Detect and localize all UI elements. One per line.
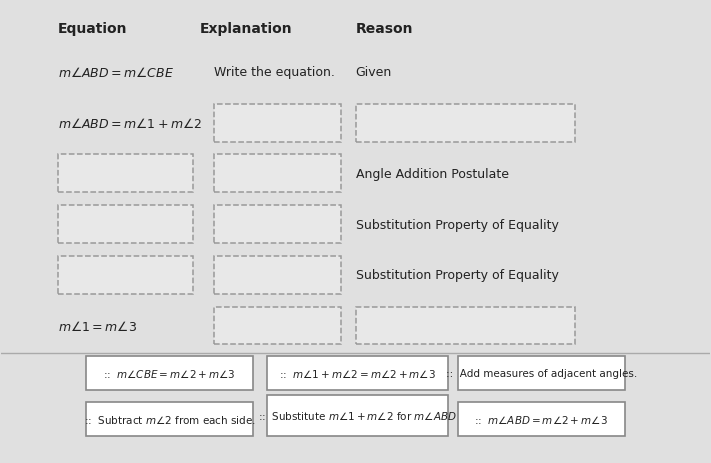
Text: Equation: Equation <box>58 22 127 36</box>
Bar <box>58 155 193 193</box>
Bar <box>267 395 447 436</box>
Text: ::  $m\angle CBE = m\angle 2 + m\angle 3$: :: $m\angle CBE = m\angle 2 + m\angle 3$ <box>103 367 236 379</box>
Text: ::  $m\angle 1 + m\angle 2 = m\angle 2 + m\angle 3$: :: $m\angle 1 + m\angle 2 = m\angle 2 + … <box>279 367 436 379</box>
Text: ::  Substitute $m\angle 1 + m\angle 2$ for $m\angle ABD$: :: Substitute $m\angle 1 + m\angle 2$ fo… <box>258 410 456 422</box>
Bar <box>214 257 341 294</box>
Text: Given: Given <box>356 66 392 79</box>
Bar <box>214 307 341 345</box>
Text: $m\angle ABD = m\angle CBE$: $m\angle ABD = m\angle CBE$ <box>58 66 174 80</box>
Bar <box>214 155 341 193</box>
Text: Reason: Reason <box>356 22 413 36</box>
Bar <box>86 356 253 390</box>
Text: Write the equation.: Write the equation. <box>214 66 335 79</box>
Text: $m\angle 1 = m\angle 3$: $m\angle 1 = m\angle 3$ <box>58 319 137 333</box>
Text: Explanation: Explanation <box>200 22 292 36</box>
Bar <box>58 206 193 244</box>
Text: Substitution Property of Equality: Substitution Property of Equality <box>356 218 558 231</box>
Bar <box>356 105 575 142</box>
Bar <box>58 257 193 294</box>
Text: ::  $m\angle ABD = m\angle 2 + m\angle 3$: :: $m\angle ABD = m\angle 2 + m\angle 3$ <box>474 413 609 425</box>
Bar <box>214 206 341 244</box>
Text: ::  Subtract $m\angle 2$ from each side.: :: Subtract $m\angle 2$ from each side. <box>84 413 255 425</box>
Bar <box>214 105 341 142</box>
Bar <box>86 402 253 436</box>
Bar <box>458 402 625 436</box>
Bar <box>458 356 625 390</box>
Bar <box>267 356 447 390</box>
Text: Angle Addition Postulate: Angle Addition Postulate <box>356 168 508 181</box>
Text: ::  Add measures of adjacent angles.: :: Add measures of adjacent angles. <box>446 368 637 378</box>
Bar <box>356 307 575 345</box>
Text: $m\angle ABD = m\angle 1 + m\angle 2$: $m\angle ABD = m\angle 1 + m\angle 2$ <box>58 116 202 130</box>
Text: Substitution Property of Equality: Substitution Property of Equality <box>356 269 558 282</box>
